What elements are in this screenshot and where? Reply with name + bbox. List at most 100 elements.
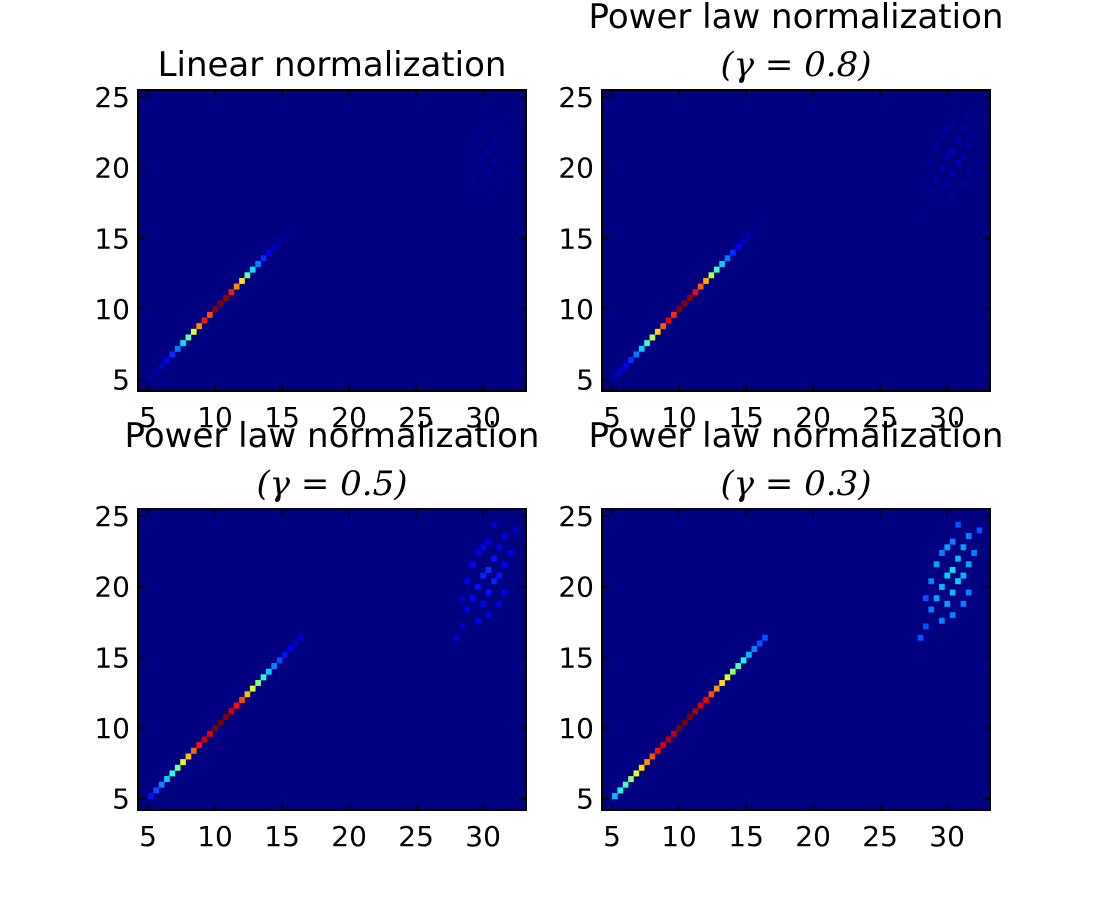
cell: [485, 147, 492, 154]
cell: [671, 311, 677, 318]
cell: [255, 260, 261, 267]
cell: [955, 555, 961, 562]
cell: [164, 357, 170, 364]
plot-background: [138, 90, 526, 391]
cell: [148, 793, 154, 799]
cell: [501, 533, 508, 539]
cell: [671, 730, 677, 737]
cell: [469, 595, 476, 602]
chart-title: Power law normalization: [589, 416, 1004, 456]
x-tick-label: 20: [795, 820, 831, 853]
cell: [491, 159, 497, 166]
cell: [960, 153, 967, 160]
cell: [949, 147, 956, 154]
cell: [917, 215, 924, 222]
plot-background: [602, 90, 990, 391]
cell: [501, 142, 508, 149]
x-tick-label: 30: [465, 401, 501, 434]
cell: [633, 770, 640, 777]
y-tick-label: 20: [94, 571, 130, 604]
y-tick-label: 15: [94, 222, 130, 255]
chart-title: Linear normalization: [158, 45, 507, 85]
y-tick-label: 10: [558, 712, 594, 745]
x-tick-label: 25: [398, 401, 434, 434]
cell: [649, 334, 656, 341]
cell: [676, 725, 683, 732]
cell: [469, 176, 476, 183]
cell: [729, 668, 736, 675]
cells: [148, 521, 519, 799]
cell: [960, 544, 967, 551]
cells: [612, 102, 983, 380]
cell: [976, 527, 983, 534]
cell: [164, 776, 170, 783]
cell: [960, 600, 967, 607]
cell: [458, 595, 465, 602]
y-tick-label: 25: [558, 81, 594, 114]
cell: [692, 289, 699, 296]
cell: [185, 753, 192, 760]
cell: [681, 300, 688, 307]
cell: [212, 725, 219, 732]
cell: [485, 538, 492, 545]
cell: [762, 215, 768, 222]
cell: [491, 578, 497, 585]
cell: [217, 719, 224, 726]
cell: [697, 702, 704, 709]
cell: [207, 730, 213, 737]
cell: [628, 776, 634, 783]
cell: [244, 272, 251, 279]
cell: [713, 685, 720, 692]
cell: [719, 260, 725, 267]
cell: [746, 651, 752, 658]
cell: [949, 119, 956, 126]
cell: [453, 215, 460, 222]
cell: [949, 566, 956, 573]
cell: [944, 153, 951, 160]
axes-frame: [137, 89, 527, 392]
cell: [201, 736, 208, 743]
cell: [703, 277, 709, 284]
chart-title: Power law normalization: [125, 416, 540, 456]
cell: [965, 533, 972, 539]
cell: [485, 612, 492, 619]
x-tick-label: 5: [603, 820, 621, 853]
cell: [458, 623, 465, 630]
cell: [756, 221, 763, 228]
cell: [292, 221, 299, 228]
cell: [740, 657, 747, 664]
cell: [644, 759, 650, 766]
x-tick-label: 25: [862, 820, 898, 853]
x-tick-label: 10: [197, 820, 233, 853]
cell: [649, 753, 656, 760]
cell: [939, 617, 945, 624]
cell: [928, 578, 935, 585]
cell: [207, 311, 213, 318]
cell: [665, 317, 672, 324]
cell: [933, 561, 940, 568]
cell: [480, 572, 487, 579]
x-tick-label: 25: [398, 820, 434, 853]
cell: [751, 227, 758, 234]
cell: [687, 294, 693, 301]
cell: [965, 170, 972, 177]
cell: [708, 272, 715, 279]
cell: [496, 572, 503, 579]
cell: [458, 204, 465, 211]
cell: [491, 555, 497, 562]
cell: [475, 130, 481, 137]
cell: [512, 108, 519, 115]
cell: [719, 679, 725, 686]
cell: [260, 674, 267, 681]
cell: [971, 130, 977, 137]
cell: [960, 181, 967, 188]
cell: [654, 328, 661, 335]
cell: [955, 136, 961, 143]
cell: [922, 176, 929, 183]
y-tick-label: 20: [94, 152, 130, 185]
cell: [496, 181, 503, 188]
cell: [190, 747, 197, 754]
cell: [633, 351, 640, 358]
y-tick-label: 5: [576, 364, 594, 397]
cell: [265, 249, 272, 256]
